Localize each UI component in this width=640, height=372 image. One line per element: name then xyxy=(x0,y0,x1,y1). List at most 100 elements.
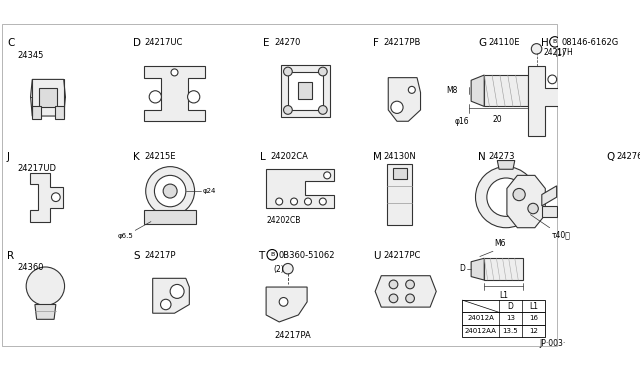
Text: Q: Q xyxy=(606,152,614,162)
Text: 24012AA: 24012AA xyxy=(465,328,497,334)
Text: U: U xyxy=(373,251,381,261)
Text: N: N xyxy=(478,152,486,162)
Text: C: C xyxy=(7,38,14,48)
Text: D: D xyxy=(134,38,141,48)
Text: G: G xyxy=(478,38,486,48)
Polygon shape xyxy=(471,75,484,106)
Polygon shape xyxy=(528,66,561,136)
Text: F: F xyxy=(373,38,380,48)
Bar xyxy=(463,300,545,312)
Circle shape xyxy=(284,67,292,76)
Text: φ6.5: φ6.5 xyxy=(118,233,134,239)
Bar xyxy=(387,164,412,225)
Polygon shape xyxy=(32,106,41,119)
Polygon shape xyxy=(484,75,528,106)
Polygon shape xyxy=(388,78,420,121)
Text: 12: 12 xyxy=(529,328,538,334)
Polygon shape xyxy=(39,88,57,107)
Text: 24217PB: 24217PB xyxy=(384,38,421,47)
Text: 08146-6162G: 08146-6162G xyxy=(561,38,618,47)
Circle shape xyxy=(389,294,398,303)
Circle shape xyxy=(188,91,200,103)
Circle shape xyxy=(548,75,557,84)
Polygon shape xyxy=(31,79,65,116)
Text: L: L xyxy=(260,152,266,162)
Text: L1: L1 xyxy=(499,291,508,301)
Text: 24217H: 24217H xyxy=(543,48,573,57)
Text: 24345: 24345 xyxy=(17,51,44,61)
Text: φ16: φ16 xyxy=(455,117,470,126)
Text: B: B xyxy=(270,252,275,257)
Text: 24273: 24273 xyxy=(488,152,515,161)
Circle shape xyxy=(26,267,65,305)
Text: φ24: φ24 xyxy=(202,188,216,194)
Text: (1): (1) xyxy=(554,49,564,58)
Text: 24270: 24270 xyxy=(274,38,300,47)
Circle shape xyxy=(279,298,288,306)
Text: τ40用: τ40用 xyxy=(552,230,570,239)
Text: 24276P: 24276P xyxy=(617,152,640,161)
Text: J: J xyxy=(7,152,10,162)
Circle shape xyxy=(389,280,398,289)
Circle shape xyxy=(163,184,177,198)
Circle shape xyxy=(319,67,327,76)
Circle shape xyxy=(291,198,298,205)
Circle shape xyxy=(487,178,525,217)
Circle shape xyxy=(171,69,178,76)
Text: 13: 13 xyxy=(506,315,515,321)
Bar xyxy=(392,169,406,179)
Polygon shape xyxy=(266,287,307,322)
Circle shape xyxy=(283,263,293,274)
Text: M8: M8 xyxy=(447,86,458,95)
Text: 24202CA: 24202CA xyxy=(271,152,308,161)
Circle shape xyxy=(276,198,283,205)
Circle shape xyxy=(408,86,415,93)
Circle shape xyxy=(51,193,60,202)
Text: M6: M6 xyxy=(495,239,506,248)
Bar xyxy=(463,324,545,337)
Text: 0B360-51062: 0B360-51062 xyxy=(278,251,335,260)
Polygon shape xyxy=(35,305,56,319)
Text: 24130N: 24130N xyxy=(384,152,417,161)
Polygon shape xyxy=(266,169,334,208)
Text: 24360: 24360 xyxy=(17,263,44,272)
Text: T: T xyxy=(259,251,264,261)
Polygon shape xyxy=(471,258,484,280)
Circle shape xyxy=(476,167,536,228)
Circle shape xyxy=(531,44,542,54)
Circle shape xyxy=(391,101,403,113)
Text: B: B xyxy=(553,39,557,44)
Circle shape xyxy=(149,91,161,103)
Text: 24012A: 24012A xyxy=(467,315,494,321)
Text: 24217UC: 24217UC xyxy=(144,38,182,47)
Text: H: H xyxy=(541,38,552,48)
Circle shape xyxy=(528,203,538,214)
Text: 24217PA: 24217PA xyxy=(274,331,310,340)
Circle shape xyxy=(406,280,415,289)
Circle shape xyxy=(406,294,415,303)
Text: JP·003·: JP·003· xyxy=(539,339,566,349)
Circle shape xyxy=(513,189,525,201)
Polygon shape xyxy=(29,173,63,222)
Polygon shape xyxy=(542,206,557,217)
Polygon shape xyxy=(144,66,205,121)
Circle shape xyxy=(154,175,186,207)
Circle shape xyxy=(305,198,312,205)
Text: (2): (2) xyxy=(274,265,285,274)
Text: 24217P: 24217P xyxy=(144,251,175,260)
Text: D: D xyxy=(459,264,465,273)
Text: 24110E: 24110E xyxy=(488,38,520,47)
Text: 20: 20 xyxy=(493,115,502,124)
Bar xyxy=(281,65,330,117)
Circle shape xyxy=(146,167,195,215)
Polygon shape xyxy=(484,258,524,280)
Text: S: S xyxy=(134,251,140,261)
Circle shape xyxy=(170,285,184,298)
Circle shape xyxy=(319,106,327,114)
Text: D: D xyxy=(508,302,513,311)
Text: E: E xyxy=(264,38,270,48)
Text: 24202CB: 24202CB xyxy=(266,217,301,225)
Polygon shape xyxy=(542,186,557,206)
Text: 24215E: 24215E xyxy=(144,152,175,161)
Polygon shape xyxy=(153,278,189,313)
